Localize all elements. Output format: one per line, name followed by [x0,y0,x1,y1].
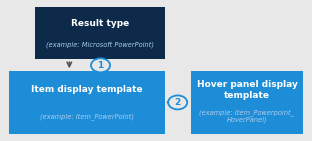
Ellipse shape [91,58,110,72]
FancyBboxPatch shape [35,7,165,59]
FancyBboxPatch shape [191,71,303,134]
FancyBboxPatch shape [9,71,165,134]
Text: Item display template: Item display template [31,85,143,94]
Ellipse shape [168,95,187,109]
Text: (example: Microsoft PowerPoint): (example: Microsoft PowerPoint) [46,41,154,48]
Text: 1: 1 [97,61,104,70]
Text: Hover panel display
template: Hover panel display template [197,80,297,100]
Text: (example: Item_Powerpoint_
HoverPanel): (example: Item_Powerpoint_ HoverPanel) [199,109,295,123]
Text: 2: 2 [174,98,181,107]
Text: (example: Item_PowerPoint): (example: Item_PowerPoint) [40,113,134,120]
Text: Result type: Result type [71,18,129,27]
